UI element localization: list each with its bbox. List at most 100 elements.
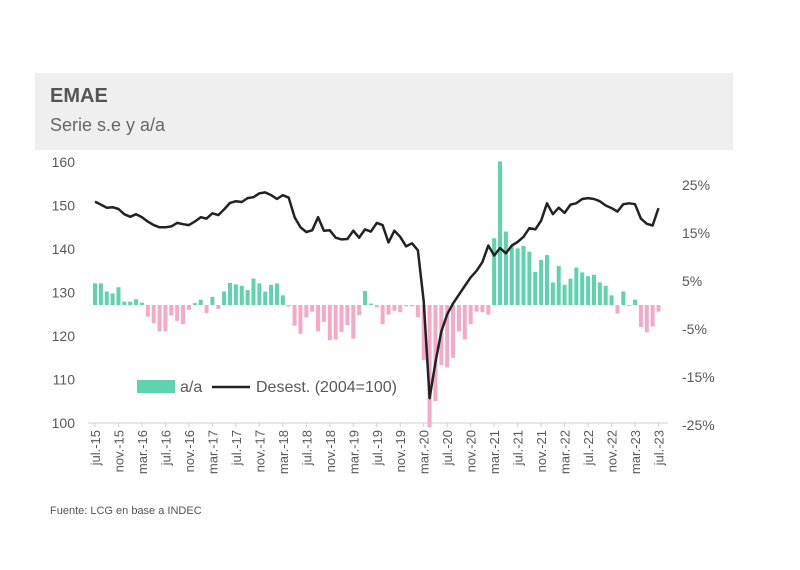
bar-a-a (245, 290, 250, 305)
left-y-tick-label: 110 (53, 372, 76, 388)
right-y-tick-label: -25% (682, 417, 715, 433)
bar-a-a (269, 284, 274, 305)
left-y-tick-label: 100 (52, 415, 76, 431)
x-tick-label: jul.-17 (229, 430, 244, 466)
x-tick-label: nov.-16 (182, 430, 197, 472)
bar-a-a (204, 305, 209, 314)
x-tick-label: jul.-22 (581, 430, 596, 466)
bar-a-a (257, 283, 262, 305)
bar-a-a (151, 305, 156, 324)
bar-a-a (456, 305, 461, 332)
bar-a-a (316, 305, 321, 332)
bar-a-a (492, 238, 497, 305)
x-tick-label: nov.-15 (111, 430, 126, 472)
bar-a-a (263, 291, 268, 305)
bar-a-a (633, 299, 638, 305)
right-y-tick-label: 5% (682, 273, 702, 289)
bar-a-a (228, 282, 233, 305)
bar-a-a (515, 248, 520, 305)
right-y-tick-label: -5% (682, 321, 707, 337)
bar-a-a (421, 305, 426, 361)
bar-a-a (527, 251, 532, 305)
x-tick-label: mar.-23 (628, 430, 643, 474)
x-tick-label: nov.-19 (393, 430, 408, 472)
bar-a-a (451, 305, 456, 358)
bar-a-a (591, 274, 596, 305)
bar-a-a (656, 305, 661, 312)
bar-a-a (186, 305, 191, 310)
left-y-tick-label: 130 (52, 285, 76, 301)
x-tick-label: mar.-21 (487, 430, 502, 474)
line-desest (94, 191, 660, 400)
bar-a-a (638, 305, 643, 328)
bar-a-a (562, 284, 567, 305)
left-y-tick-label: 150 (52, 198, 76, 214)
bar-a-a (404, 305, 409, 307)
bar-a-a (327, 305, 332, 341)
bar-a-a (544, 255, 549, 305)
bar-a-a (627, 305, 632, 306)
bar-a-a (339, 305, 344, 332)
bar-a-a (445, 305, 450, 368)
bar-a-a (286, 305, 291, 307)
bar-a-a (128, 301, 133, 305)
x-tick-label: nov.-20 (464, 430, 479, 472)
bar-a-a (321, 305, 326, 322)
chart-subtitle: Serie s.e y a/a (50, 115, 166, 135)
bar-a-a (392, 305, 397, 311)
x-tick-label: jul.-16 (158, 430, 173, 466)
bar-a-a (380, 305, 385, 325)
bar-a-a (233, 284, 238, 305)
bar-a-a (363, 291, 368, 305)
bar-a-a (175, 305, 180, 321)
bar-a-a (462, 305, 467, 340)
bar-a-a (298, 305, 303, 334)
bar-a-a (574, 267, 579, 305)
legend: a/a Desest. (2004=100) (137, 379, 397, 396)
right-y-tick-label: 15% (682, 225, 710, 241)
bar-a-a (409, 305, 414, 307)
bar-a-a (116, 287, 121, 305)
bar-a-a (415, 305, 420, 317)
bar-a-a (345, 305, 350, 326)
bar-a-a (556, 266, 561, 305)
bar-a-a (550, 282, 555, 305)
bar-a-a (644, 305, 649, 333)
axes: jul.-15 nov.-15 mar.-16 jul.-16 nov.-16 mar.-… (52, 154, 715, 474)
bar-a-a (239, 285, 244, 305)
bar-a-a (539, 259, 544, 305)
bar-a-a (597, 282, 602, 305)
bar-a-a (368, 303, 373, 305)
left-y-tick-label: 160 (52, 154, 76, 170)
bar-a-a (333, 305, 338, 340)
bar-a-a (310, 305, 315, 312)
bar-a-a (304, 305, 309, 318)
bar-a-a (615, 305, 620, 314)
bar-a-a (486, 305, 491, 315)
x-tick-label: jul.-21 (511, 430, 526, 466)
x-tick-label: jul.-15 (88, 430, 103, 466)
bar-a-a (292, 305, 297, 326)
chart-title: EMAE (50, 85, 108, 107)
x-tick-label: jul.-20 (440, 430, 455, 466)
bar-a-a (93, 283, 97, 305)
x-tick-label: jul.-18 (299, 430, 314, 466)
bar-a-a (210, 296, 215, 305)
x-tick-label: jul.-23 (652, 430, 667, 466)
bar-a-a (650, 305, 655, 327)
bar-a-a (480, 305, 485, 313)
x-tick-label: nov.-17 (252, 430, 267, 472)
x-tick-label: nov.-22 (605, 430, 620, 472)
bar-a-a (157, 305, 162, 332)
bar-a-a (198, 299, 203, 305)
bar-a-a (386, 305, 391, 315)
bar-a-a (110, 293, 115, 305)
bar-a-a (139, 302, 144, 305)
x-tick-label: mar.-22 (558, 430, 573, 474)
bar-a-a (533, 271, 538, 305)
left-y-tick-label: 140 (52, 241, 76, 257)
bar-a-a (145, 305, 150, 317)
legend-swatch-a-a (137, 380, 175, 393)
bar-a-a (603, 285, 608, 305)
